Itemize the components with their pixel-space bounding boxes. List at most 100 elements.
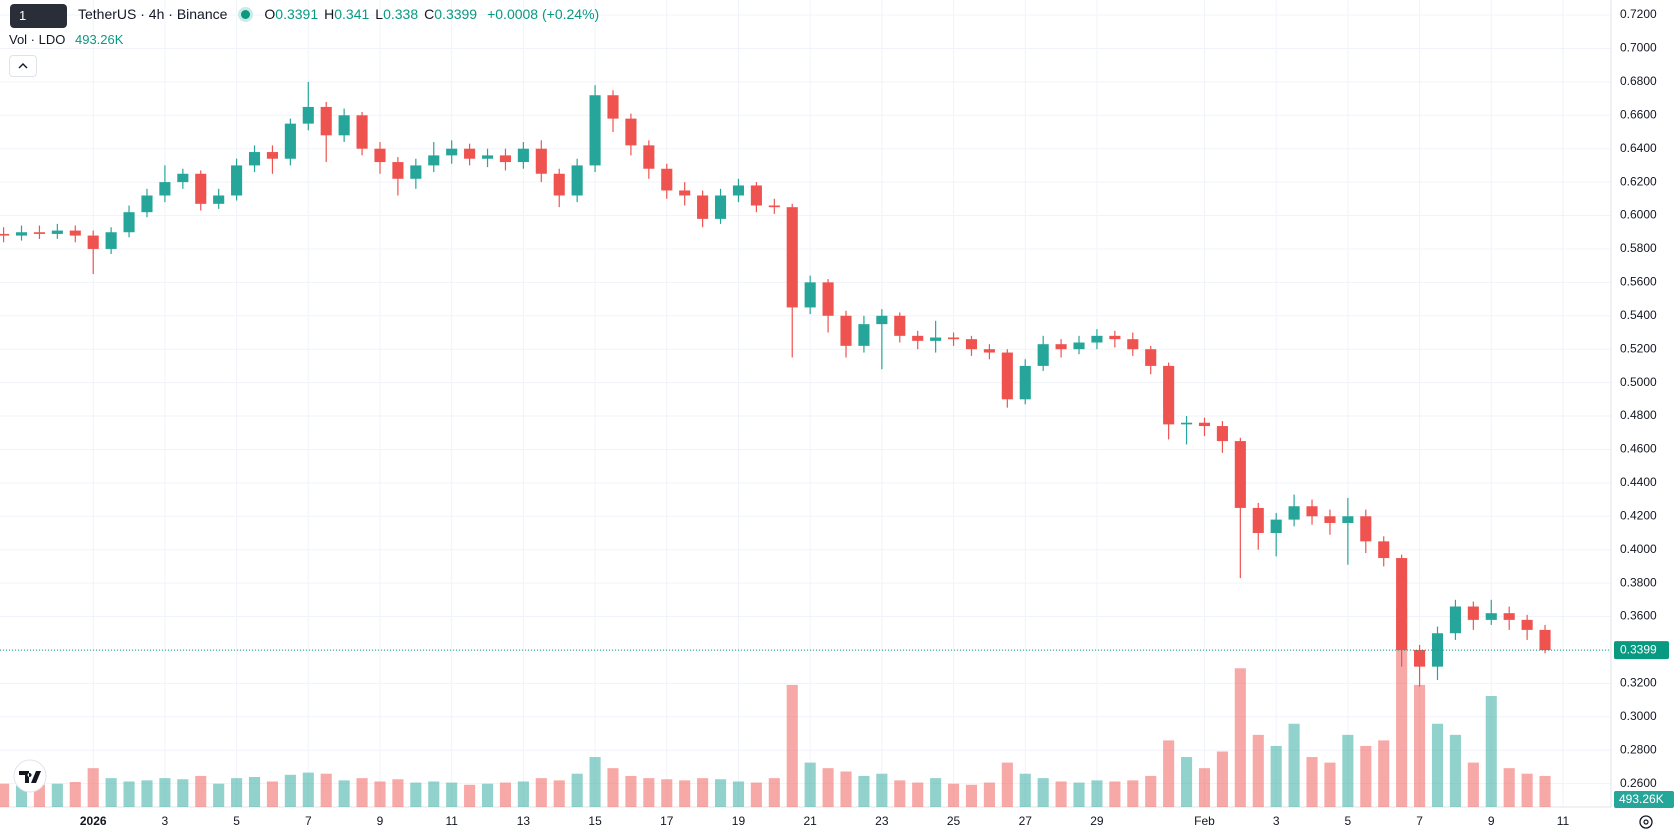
volume-bar xyxy=(105,778,117,807)
x-tick-label: 21 xyxy=(803,814,817,828)
candle-body xyxy=(105,232,117,249)
symbol-title[interactable]: TetherUS · 4h · Binance xyxy=(78,6,228,22)
y-tick-label: 0.4800 xyxy=(1620,408,1657,422)
x-tick-label: 9 xyxy=(377,814,384,828)
candle-body xyxy=(1145,349,1157,366)
volume-bar xyxy=(1216,751,1228,807)
volume-bar xyxy=(177,779,189,807)
candle-body xyxy=(356,115,368,149)
volume-bar xyxy=(983,782,995,807)
volume-bar xyxy=(1342,734,1354,807)
volume-bar xyxy=(428,781,440,807)
y-tick-label: 0.5200 xyxy=(1620,341,1657,355)
volume-bar xyxy=(1198,768,1211,807)
volume-bar xyxy=(284,774,296,807)
x-tick-label: 5 xyxy=(1345,814,1352,828)
y-tick-label: 0.7000 xyxy=(1620,41,1657,55)
candle-body xyxy=(607,95,619,119)
volume-bar xyxy=(464,784,476,807)
volume-bar xyxy=(553,780,565,807)
settings-icon-core xyxy=(1643,819,1649,825)
ohlc-label: L xyxy=(375,6,384,22)
candle-body xyxy=(33,232,45,234)
volume-bar xyxy=(123,781,135,807)
candle-body xyxy=(768,205,780,208)
volume-bar xyxy=(768,778,780,807)
candle-body xyxy=(1127,339,1139,350)
y-tick-label: 0.3800 xyxy=(1620,575,1657,589)
candle-body xyxy=(1019,365,1031,400)
candle-body xyxy=(374,148,386,163)
volume-bar xyxy=(1449,734,1461,807)
volume-bar xyxy=(320,773,332,807)
candle-body xyxy=(983,349,995,353)
x-tick-label: Feb xyxy=(1194,814,1215,828)
candle-body xyxy=(1037,344,1049,366)
candle-body xyxy=(213,195,225,204)
volume-bar xyxy=(750,782,762,807)
x-tick-label: 27 xyxy=(1019,814,1033,828)
candle-body xyxy=(822,282,834,316)
volume-bar xyxy=(1431,723,1444,807)
volume-bar xyxy=(338,780,350,807)
volume-bar xyxy=(840,771,852,807)
candle-body xyxy=(535,148,547,174)
volume-bar xyxy=(607,768,619,807)
volume-bar xyxy=(1073,782,1085,807)
volume-bar xyxy=(858,775,870,807)
volume-bar xyxy=(571,773,583,807)
volume-bar xyxy=(1252,734,1264,807)
candle-body xyxy=(517,148,529,163)
candle-body xyxy=(714,195,727,219)
y-tick-label: 0.6800 xyxy=(1620,74,1657,88)
volume-bar xyxy=(1270,745,1282,807)
candle-body xyxy=(876,315,888,325)
x-tick-label: 9 xyxy=(1488,814,1495,828)
y-tick-label: 0.4600 xyxy=(1620,442,1657,456)
y-tick-label: 0.4200 xyxy=(1620,508,1657,522)
candle-body xyxy=(69,230,81,236)
candle-body xyxy=(930,337,942,341)
volume-bar xyxy=(1485,696,1497,807)
volume-bar xyxy=(876,773,888,807)
ohlc-value: 0.3391 xyxy=(275,6,319,22)
candle-body xyxy=(661,168,673,191)
y-tick-label: 0.5600 xyxy=(1620,275,1657,289)
candle-body xyxy=(750,185,762,206)
volume-bar xyxy=(356,778,368,807)
volume-bar xyxy=(1109,781,1121,807)
change: +0.0008 (+0.24%) xyxy=(487,6,600,22)
volume-bar xyxy=(159,778,171,807)
volume-bar xyxy=(1163,740,1175,807)
symbol-row: TetherUS · 4h · Binance O0.3391 H0.341 L0.… xyxy=(78,6,605,22)
candle-body xyxy=(1485,613,1497,620)
candle-body xyxy=(1360,516,1372,542)
x-tick-label: 25 xyxy=(947,814,961,828)
candle-body xyxy=(428,155,440,166)
x-tick-label: 19 xyxy=(732,814,746,828)
volume-bar xyxy=(15,785,28,807)
volume-bar xyxy=(732,781,745,807)
candle-body xyxy=(1503,613,1515,620)
volume-bar xyxy=(930,778,942,807)
candle-body xyxy=(51,230,63,234)
candle-body xyxy=(589,95,601,166)
candle-body xyxy=(1198,422,1211,427)
ohlc-label: O xyxy=(264,6,276,22)
ohlc-label: C xyxy=(424,6,435,22)
candle-body xyxy=(786,207,798,308)
volume-value: 493.26K xyxy=(74,32,124,47)
volume-bar xyxy=(786,684,798,807)
ohlc-value: 0.3399 xyxy=(434,6,478,22)
volume-row: Vol · LDO 493.26K xyxy=(9,32,129,47)
y-tick-label: 0.4000 xyxy=(1620,542,1657,556)
candle-body xyxy=(0,233,10,236)
candle-body xyxy=(1467,606,1479,620)
x-tick-label: 23 xyxy=(875,814,889,828)
candle-body xyxy=(1521,619,1533,630)
collapse-button[interactable] xyxy=(9,55,37,77)
x-tick-label: 29 xyxy=(1090,814,1104,828)
y-tick-label: 0.2800 xyxy=(1620,742,1657,756)
candle-body xyxy=(840,315,852,346)
volume-bar xyxy=(51,783,63,807)
